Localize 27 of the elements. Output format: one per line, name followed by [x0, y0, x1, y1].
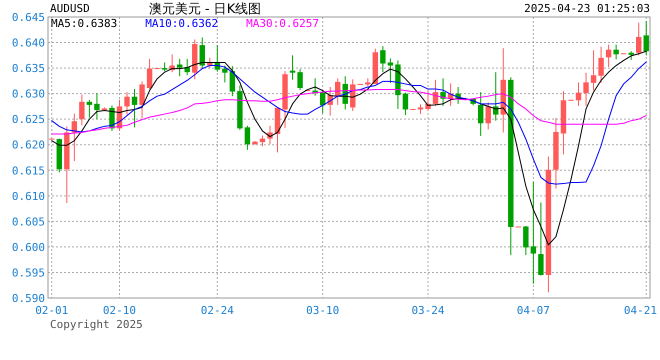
x-tick-label: 04-07 [516, 304, 550, 317]
text: MA5:0.6383 [51, 17, 118, 30]
chart-subtitle: AUDUSD [50, 2, 90, 15]
y-tick-label: 0.610 [12, 190, 45, 203]
x-tick-label: 02-01 [35, 304, 68, 317]
x-tick-label: 04-21 [624, 304, 657, 317]
x-tick-label: 02-10 [102, 304, 136, 317]
y-tick-label: 0.620 [12, 138, 45, 152]
text: 2025-04-23 01:25:03 [524, 2, 650, 15]
y-tick-label: 0.590 [12, 292, 45, 305]
chart-title: 澳元美元 - 日K线图 [148, 1, 262, 17]
x-tick-label: 03-10 [306, 304, 340, 317]
y-tick-label: 0.630 [12, 88, 45, 101]
line-series [51, 61, 647, 185]
x-tick-label: 03-24 [411, 304, 445, 317]
text: MA10:0.6362 [145, 17, 218, 30]
y-tick-label: 0.600 [12, 240, 45, 254]
x-tick-label: 02-24 [200, 304, 234, 317]
y-tick-label: 0.645 [12, 11, 45, 24]
y-tick-label: 0.605 [12, 215, 45, 228]
text: MA30:0.6257 [246, 17, 319, 30]
y-tick-label: 0.595 [12, 266, 45, 280]
y-tick-label: 0.625 [12, 113, 45, 126]
text: Copyright 2025 [50, 318, 143, 331]
y-tick-label: 0.635 [12, 62, 45, 76]
y-tick-label: 0.615 [12, 164, 45, 178]
y-tick-label: 0.640 [12, 36, 45, 50]
